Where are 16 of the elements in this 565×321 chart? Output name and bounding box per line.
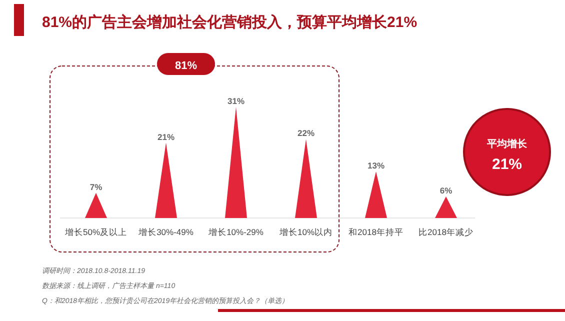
x-tick-label: 增长30%-49% xyxy=(138,227,194,237)
text: 21% xyxy=(492,156,522,173)
chart-title: 81%的广告主会增加社会化营销投入，预算平均增长21% xyxy=(42,13,418,31)
data-label: 21% xyxy=(157,132,175,142)
data-label: 6% xyxy=(440,186,453,196)
x-tick-label: 比2018年减少 xyxy=(418,227,474,237)
x-tick-label: 和2018年持平 xyxy=(348,227,404,237)
x-tick-label: 增长10%以内 xyxy=(278,227,333,237)
text: 平均增长 xyxy=(486,138,528,150)
text: 81% xyxy=(174,60,198,72)
data-label: 22% xyxy=(297,128,315,138)
data-label: 7% xyxy=(90,182,103,192)
x-tick-label: 增长10%-29% xyxy=(208,227,264,237)
x-tick-label: 增长50%及以上 xyxy=(64,227,128,237)
data-label: 31% xyxy=(227,96,245,106)
data-label: 13% xyxy=(367,160,385,170)
